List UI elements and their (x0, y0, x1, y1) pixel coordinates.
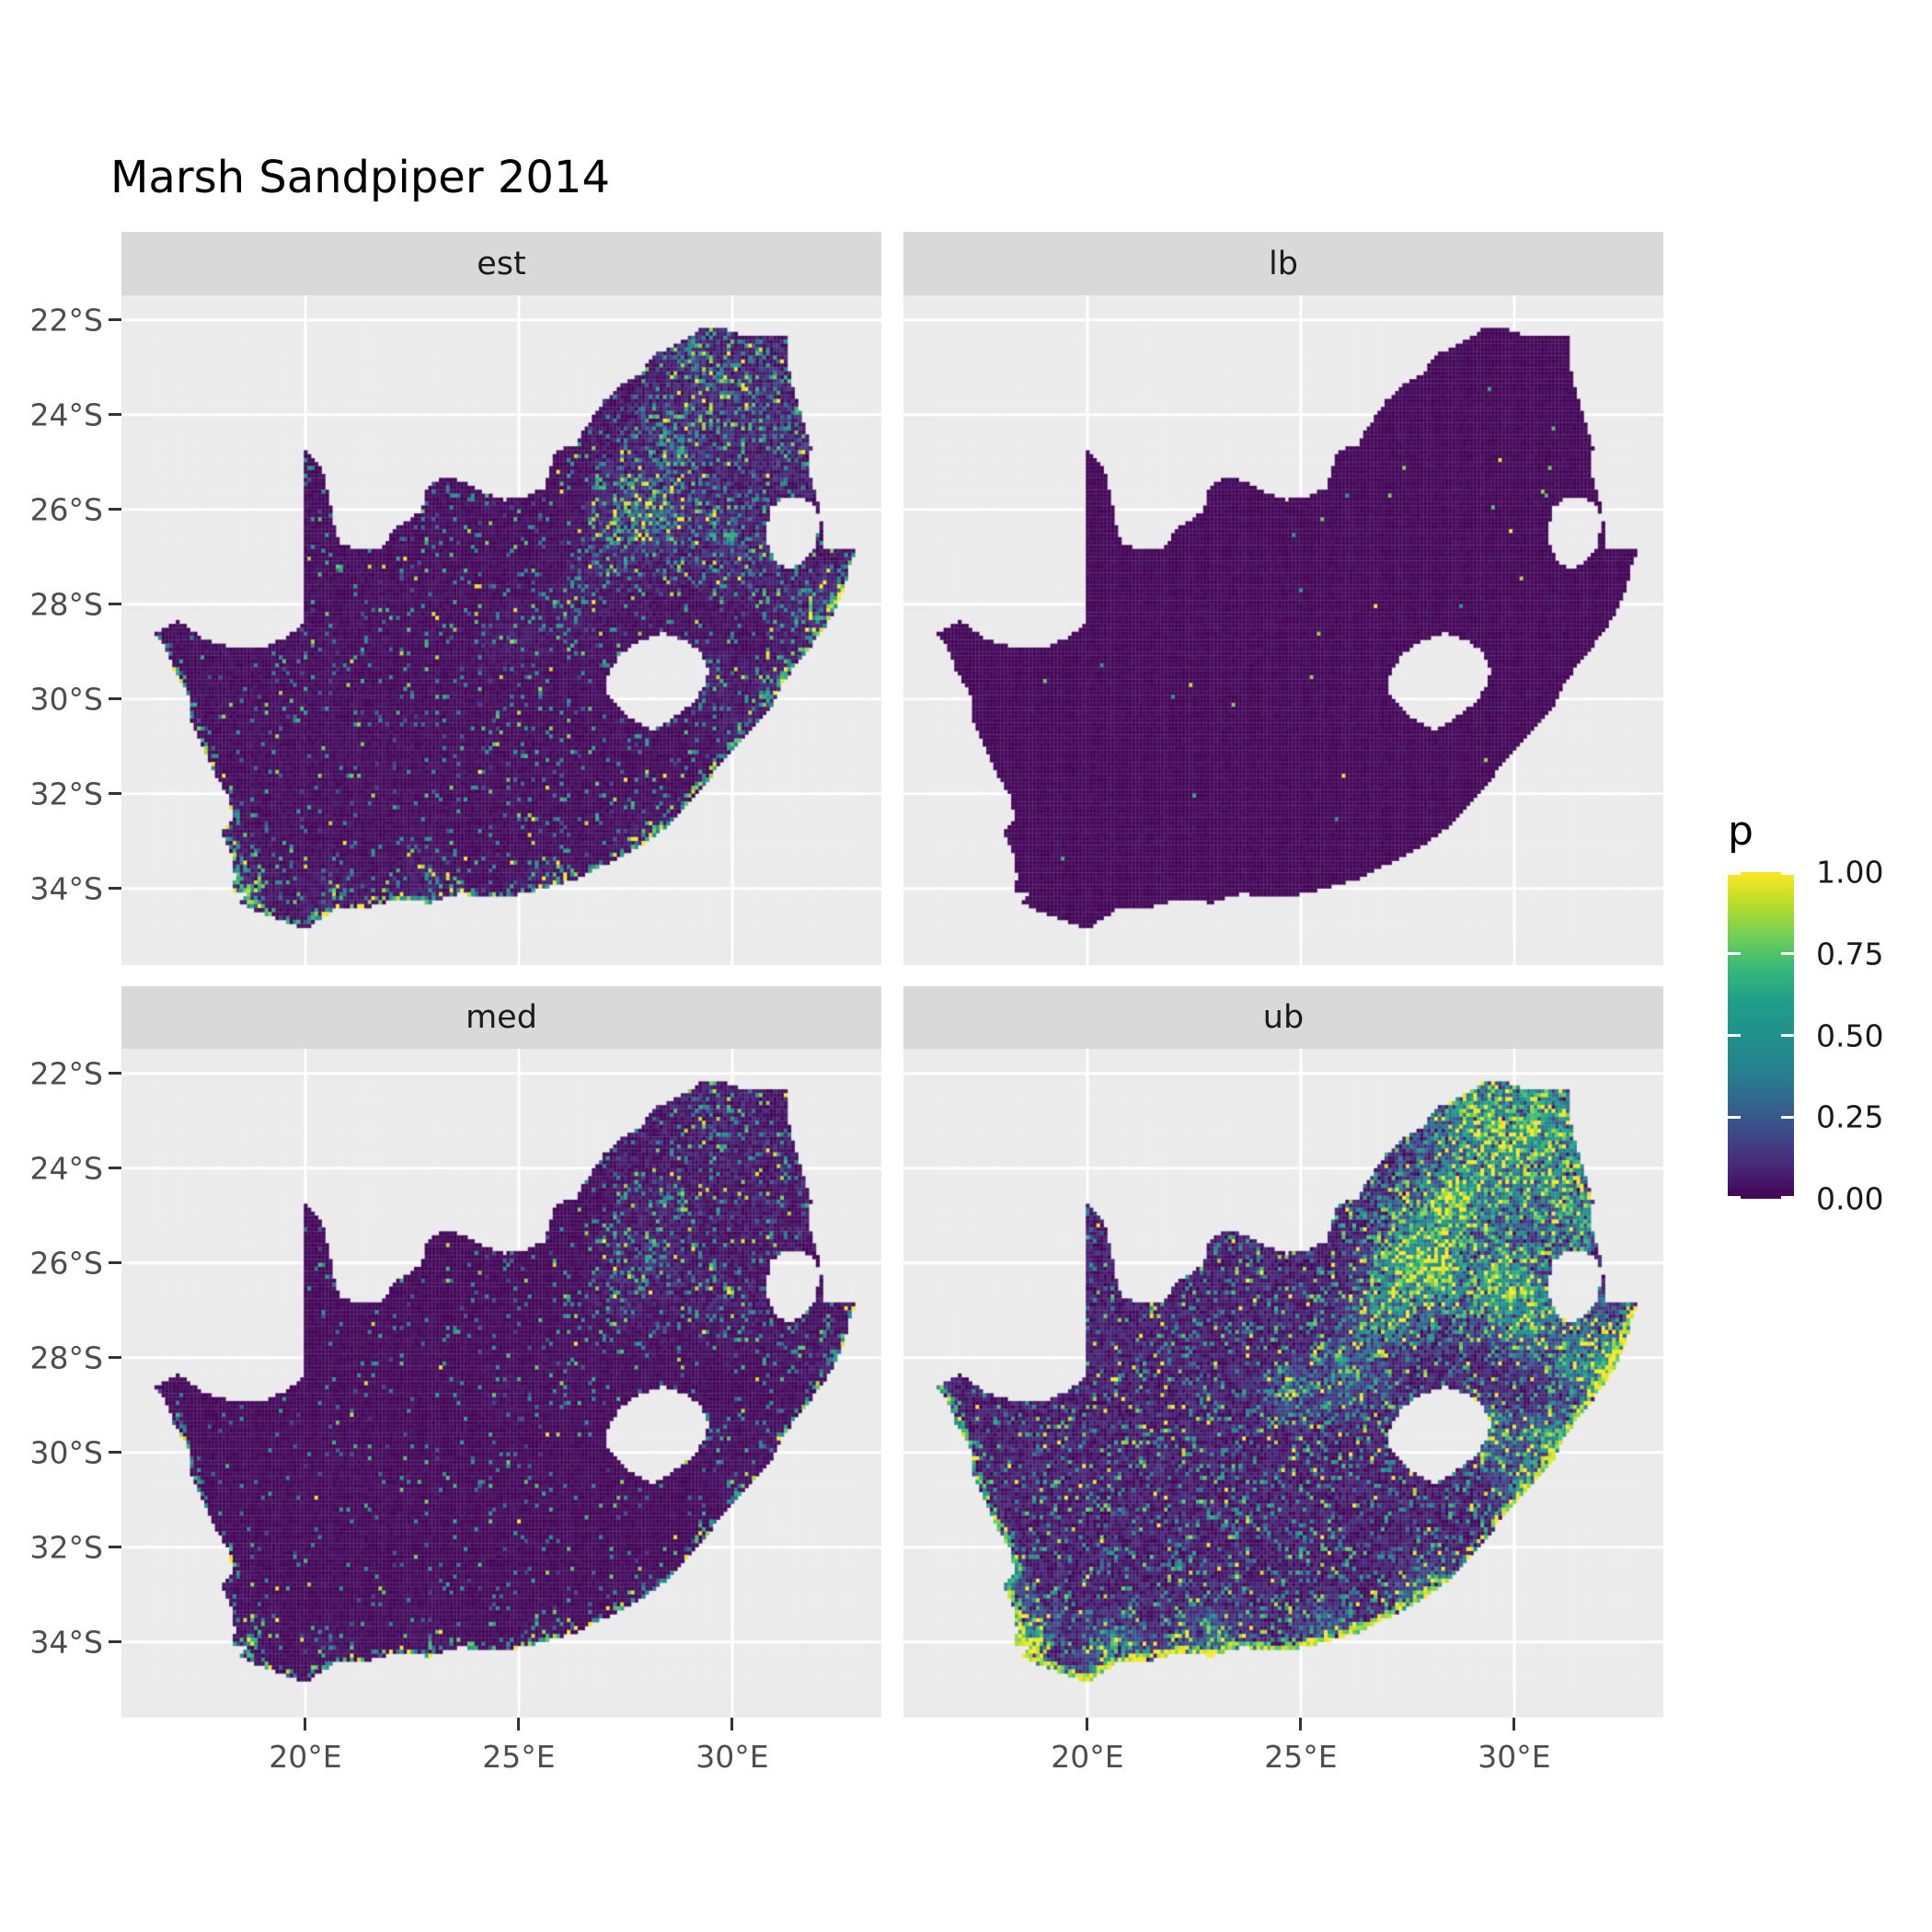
legend-tick-label: 0.75 (1816, 936, 1884, 972)
y-tick-mark (109, 697, 121, 701)
y-tick-mark (109, 887, 121, 891)
legend-bar-tick (1781, 1034, 1794, 1037)
plot-title: Marsh Sandpiper 2014 (110, 152, 610, 203)
legend-tick-label: 0.50 (1816, 1018, 1884, 1053)
x-tick-label: 25°E (482, 1739, 556, 1775)
y-tick-mark (109, 1072, 121, 1075)
x-tick-mark (1512, 1718, 1516, 1731)
y-tick-label: 28°S (29, 1340, 103, 1376)
y-tick-mark (109, 508, 121, 512)
y-tick-mark (109, 1546, 121, 1549)
y-tick-label: 22°S (29, 302, 103, 339)
legend-bar-tick (1728, 1115, 1741, 1119)
facet-strip-lb: lb (903, 232, 1663, 295)
legend-bar-tick (1728, 872, 1741, 875)
y-tick-mark (109, 1261, 121, 1265)
y-tick-label: 34°S (29, 870, 103, 907)
y-tick-mark (109, 1167, 121, 1170)
y-tick-mark (109, 1451, 121, 1455)
x-tick-label: 30°E (696, 1739, 769, 1775)
map-canvas-lb (903, 295, 1663, 965)
y-tick-mark (109, 1356, 121, 1360)
y-tick-label: 24°S (29, 1150, 103, 1187)
x-tick-label: 20°E (269, 1739, 342, 1775)
facet-strip-ub: ub (903, 986, 1663, 1049)
x-tick-mark (304, 1718, 307, 1731)
y-tick-label: 32°S (29, 776, 103, 812)
x-tick-mark (1086, 1718, 1089, 1731)
y-tick-mark (109, 318, 121, 322)
y-tick-mark (109, 1640, 121, 1644)
y-tick-mark (109, 603, 121, 606)
legend-tick-label: 1.00 (1816, 854, 1884, 891)
facet-strip-label: ub (1262, 999, 1305, 1036)
map-panel-lb (903, 295, 1663, 965)
x-tick-mark (730, 1718, 734, 1731)
map-canvas-ub (903, 1049, 1663, 1718)
y-tick-label: 30°S (29, 681, 103, 718)
facet-strip-est: est (121, 232, 881, 295)
legend-bar-tick (1728, 952, 1741, 956)
legend-bar-tick (1781, 872, 1794, 875)
x-tick-mark (517, 1718, 521, 1731)
map-canvas-med (121, 1049, 881, 1718)
legend-title: p (1728, 808, 1754, 855)
legend-tick-label: 0.00 (1816, 1180, 1884, 1217)
y-tick-label: 22°S (29, 1055, 103, 1092)
map-panel-med (121, 1049, 881, 1718)
x-tick-label: 20°E (1051, 1739, 1124, 1775)
y-tick-label: 24°S (29, 397, 103, 433)
legend-bar-tick (1728, 1034, 1741, 1037)
y-tick-label: 34°S (29, 1624, 103, 1661)
map-panel-est (121, 295, 881, 965)
legend-bar-tick (1728, 1196, 1741, 1199)
x-tick-label: 25°E (1264, 1739, 1338, 1775)
facet-strip-label: est (477, 245, 526, 282)
y-tick-label: 28°S (29, 586, 103, 623)
facet-strip-label: lb (1269, 245, 1298, 282)
y-tick-label: 26°S (29, 1245, 103, 1282)
legend-tick-label: 0.25 (1816, 1098, 1884, 1135)
legend-bar-tick (1781, 1196, 1794, 1199)
y-tick-label: 30°S (29, 1434, 103, 1471)
x-tick-mark (1299, 1718, 1303, 1731)
y-tick-mark (109, 792, 121, 796)
map-panel-ub (903, 1049, 1663, 1718)
facet-strip-label: med (466, 999, 537, 1036)
map-canvas-est (121, 295, 881, 965)
x-tick-label: 30°E (1478, 1739, 1551, 1775)
y-tick-label: 26°S (29, 491, 103, 528)
legend-bar-tick (1781, 952, 1794, 956)
legend-colorbar (1728, 872, 1794, 1199)
legend-bar-tick (1781, 1115, 1794, 1119)
facet-strip-med: med (121, 986, 881, 1049)
y-tick-label: 32°S (29, 1529, 103, 1566)
y-tick-mark (109, 413, 121, 417)
